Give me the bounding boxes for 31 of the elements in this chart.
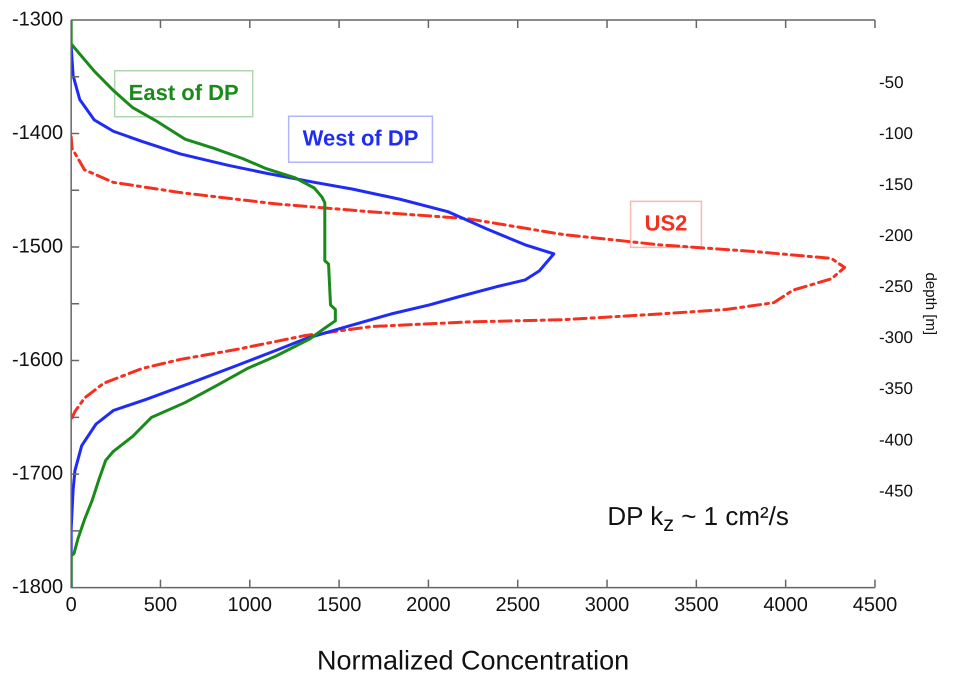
y2-tick-label: -450 — [878, 481, 914, 500]
x-tick-label: 4500 — [852, 594, 898, 616]
y2-tick-label: -250 — [878, 277, 914, 296]
x-tick-label: 1500 — [316, 594, 362, 616]
y-tick-label: -1800 — [12, 576, 64, 598]
x-tick-label: 0 — [66, 594, 77, 616]
x-axis-title: Normalized Concentration — [316, 645, 630, 676]
y-tick-label: -1500 — [12, 236, 64, 258]
series-label: West of DP — [302, 125, 418, 150]
y-tick-label: -1700 — [12, 462, 64, 485]
annotation: DP k$_{z}$ ~ 1 cm²/s — [607, 501, 789, 538]
y2-tick-label: -300 — [878, 328, 914, 348]
y2-tick-label: -50 — [878, 72, 904, 92]
x-tick-label: 4000 — [763, 594, 808, 616]
x-tick-label: 1000 — [228, 594, 272, 616]
y-tick-label: -1600 — [12, 349, 64, 372]
y2-axis-title: depth [m] — [922, 272, 939, 336]
x-tick-label: 2500 — [495, 594, 540, 616]
y2-tick-label: -100 — [878, 124, 914, 144]
series-label: US2 — [644, 210, 688, 236]
y2-tick-label: -400 — [878, 430, 914, 450]
series-label: East of DP — [128, 80, 239, 105]
y-tick-label: -1400 — [12, 122, 64, 144]
y2-tick-label: -350 — [878, 379, 914, 398]
y2-tick-label: -150 — [878, 175, 914, 194]
y-tick-label: -1300 — [12, 8, 64, 31]
x-tick-label: 500 — [144, 594, 178, 616]
x-tick-label: 2000 — [406, 594, 451, 616]
x-tick-label: 3000 — [584, 594, 630, 616]
x-tick-label: 3500 — [674, 594, 719, 616]
y2-tick-label: -200 — [878, 226, 914, 246]
